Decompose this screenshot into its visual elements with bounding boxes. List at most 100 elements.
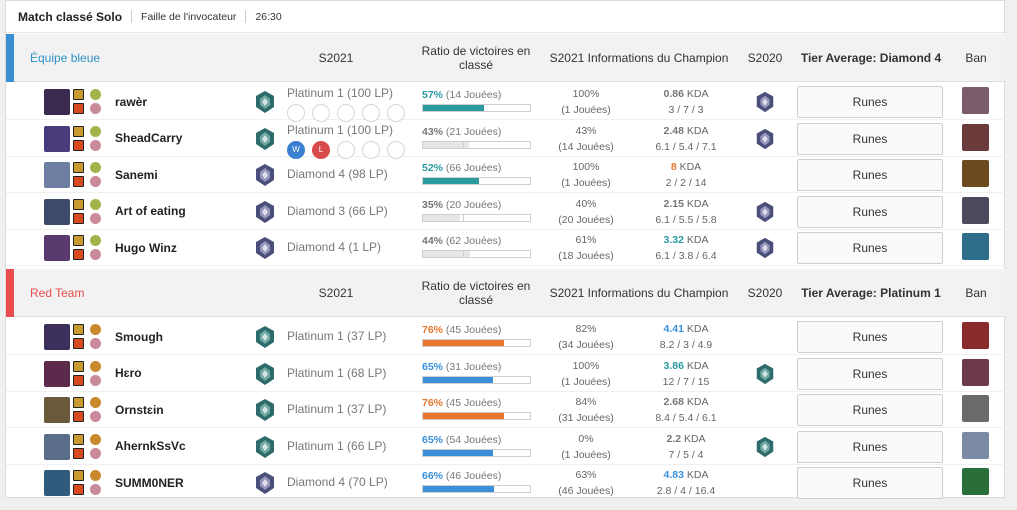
winrate-text: 76% (45 Jouées) (422, 397, 531, 409)
winrate-bar-fill (423, 340, 505, 346)
runes-button[interactable]: Runes (797, 159, 943, 192)
champion-portrait[interactable] (44, 198, 70, 225)
banned-champion-icon (962, 395, 989, 423)
game-duration: 26:30 (255, 10, 282, 23)
winrate-bar (422, 140, 531, 149)
champ-winrate: 40% (575, 197, 597, 210)
winrate-bar (422, 485, 531, 494)
kda-value: 3.86 (663, 359, 684, 372)
player-name[interactable]: SheadCarry (115, 131, 183, 146)
winrate-games: (21 Jouées) (443, 125, 502, 138)
runes-button[interactable]: Runes (797, 430, 943, 463)
kda-ratio: 2.48 KDA (646, 125, 726, 137)
champ-games: (46 Jouées) (558, 485, 614, 498)
rank-emblem-icon (253, 163, 277, 187)
kda-value: 3.32 (663, 234, 684, 247)
champ-winrate: 63% (575, 469, 597, 482)
champion-portrait[interactable] (44, 89, 70, 115)
champion-portrait[interactable] (44, 433, 70, 460)
player-name[interactable]: Ornstɛin (115, 402, 164, 417)
season-header: S2021 (318, 286, 354, 300)
summoner-spell-icon (73, 125, 84, 137)
banned-champion-icon (962, 322, 989, 349)
champ-winrate: 0% (578, 432, 594, 445)
runes-button[interactable]: Runes (797, 467, 943, 500)
rank-emblem-icon (253, 362, 277, 386)
champion-portrait[interactable] (44, 125, 70, 152)
runes-button[interactable]: Runes (797, 122, 943, 155)
player-row: Sanemi Diamond 4 (98 LP) 52% (66 Jouées) 10… (6, 156, 1006, 194)
champion-portrait[interactable] (44, 470, 70, 497)
player-name[interactable]: SUMM0NER (115, 475, 184, 490)
champion-portrait[interactable] (44, 324, 70, 350)
winrate-games: (45 Jouées) (443, 324, 502, 336)
summoner-spell-icon (73, 235, 84, 247)
winrate-percent: 57% (422, 89, 444, 101)
rank-text: Platinum 1 (68 LP) (287, 365, 387, 380)
keystone-rune-icon (90, 162, 101, 174)
winrate-bar-tick (463, 141, 464, 148)
kda-detail: 7 / 5 / 4 (668, 448, 704, 461)
runes-button[interactable]: Runes (797, 394, 943, 427)
winrate-text: 52% (66 Jouées) (422, 162, 531, 174)
player-name[interactable]: Sanemi (115, 167, 158, 182)
kda-detail: 8.2 / 3 / 4.9 (659, 339, 713, 351)
champ-winrate: 84% (575, 396, 597, 409)
player-row: Art of eating Diamond 3 (66 LP) 35% (20 Jo… (6, 193, 1006, 230)
runes-button[interactable]: Runes (797, 195, 943, 228)
player-row: rawèr Platinum 1 (100 LP) 57% (14 Jouées) 1… (6, 83, 1006, 122)
keystone-rune-icon (90, 360, 101, 372)
team-color-bar (6, 34, 14, 82)
winrate-games: (62 Jouées) (443, 235, 502, 248)
champ-games: (14 Jouées) (558, 140, 614, 153)
kda-suffix: KDA (683, 197, 709, 210)
rank-text: Diamond 4 (1 LP) (287, 240, 382, 255)
kda-suffix: KDA (683, 359, 709, 372)
recent-game-dot (362, 140, 380, 159)
kda-suffix: KDA (681, 432, 706, 445)
champion-portrait[interactable] (44, 397, 70, 424)
winrate-percent: 65% (422, 433, 444, 446)
rank-emblem-icon (253, 398, 277, 422)
s2020-emblem-icon (754, 91, 776, 113)
kda-value: 2.15 (663, 197, 684, 210)
champion-portrait[interactable] (44, 360, 70, 387)
champion-portrait[interactable] (44, 162, 70, 189)
player-name[interactable]: rawèr (115, 94, 148, 109)
winrate-bar-fill (423, 376, 493, 383)
rank-emblem-icon (253, 471, 277, 495)
runes-button[interactable]: Runes (797, 86, 943, 118)
player-name[interactable]: Hugo Winz (115, 240, 177, 255)
secondary-rune-icon (90, 374, 101, 386)
kda-value: 2.2 (666, 432, 682, 445)
team-color-bar (6, 269, 14, 317)
winrate-games: (46 Jouées) (443, 470, 502, 483)
kda-ratio: 2.2 KDA (646, 433, 726, 445)
summoner-spell-icon (73, 470, 84, 482)
secondary-rune-icon (90, 447, 101, 459)
winrate-text: 65% (31 Jouées) (422, 361, 531, 373)
ban-header: Ban (965, 51, 987, 65)
player-name[interactable]: Smough (115, 329, 163, 344)
kda-suffix: KDA (683, 88, 709, 100)
runes-button[interactable]: Runes (797, 321, 943, 353)
champ-winrate: 61% (575, 234, 597, 247)
winrate-text: 44% (62 Jouées) (422, 235, 531, 247)
winrate-percent: 66% (422, 470, 444, 483)
winrate-header: Ratio de victoires en classé (421, 44, 531, 72)
keystone-rune-icon (90, 125, 101, 137)
keystone-rune-icon (90, 397, 101, 409)
champion-portrait[interactable] (44, 235, 70, 262)
team-name: Équipe bleue (30, 51, 101, 65)
player-name[interactable]: Art of eating (115, 204, 186, 219)
winrate-percent: 44% (422, 235, 444, 248)
summoner-spell-icon (73, 139, 84, 151)
recent-game-dot (387, 140, 405, 159)
runes-button[interactable]: Runes (797, 357, 943, 390)
player-name[interactable]: Hɛro (115, 366, 142, 381)
winrate-bar (422, 213, 531, 222)
runes-button[interactable]: Runes (797, 232, 943, 265)
rank-text: Platinum 1 (100 LP) (287, 122, 394, 137)
s2020-emblem-icon (754, 363, 776, 385)
player-name[interactable]: AhernkSsVc (115, 439, 186, 454)
